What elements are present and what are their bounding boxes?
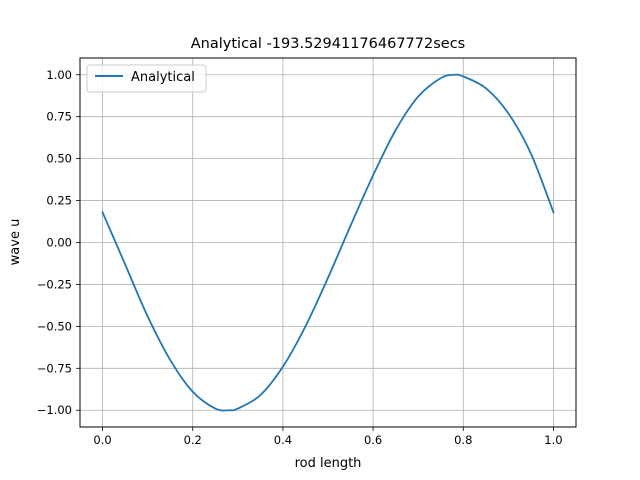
legend: Analytical <box>86 64 207 93</box>
x-tick-label: 1.0 <box>544 433 562 447</box>
legend-box <box>86 64 207 93</box>
y-tick-label: 0.25 <box>46 194 72 208</box>
y-tick-label: −0.75 <box>37 361 72 375</box>
grid-lines <box>80 58 576 427</box>
x-axis-label: rod length <box>295 456 362 471</box>
y-tick-label: 0.75 <box>46 110 72 124</box>
x-tick-label: 0.4 <box>274 433 292 447</box>
y-tick-label: −0.25 <box>37 277 72 291</box>
x-axis-ticks: 0.0 0.2 0.4 0.6 0.8 1.0 <box>93 427 563 447</box>
series-layer <box>101 73 555 412</box>
x-tick-label: 0.8 <box>454 433 472 447</box>
y-tick-label: −0.50 <box>37 319 72 333</box>
x-tick-label: 0.2 <box>184 433 202 447</box>
x-tick-label: 0.0 <box>93 433 111 447</box>
y-axis-label: wave u <box>8 219 23 266</box>
y-tick-label: −1.00 <box>37 403 72 417</box>
y-axis-ticks: −1.00 −0.75 −0.50 −0.25 0.00 0.25 0.50 0.75 1.00 <box>37 68 80 417</box>
chart-title: Analytical -193.52941176467772secs <box>191 36 466 52</box>
y-tick-label: 1.00 <box>46 68 72 82</box>
y-tick-label: 0.50 <box>46 152 72 166</box>
x-tick-label: 0.6 <box>364 433 382 447</box>
legend-label-analytical: Analytical <box>131 70 195 85</box>
y-tick-label: 0.00 <box>46 236 72 250</box>
series-line-analytical <box>101 73 555 412</box>
